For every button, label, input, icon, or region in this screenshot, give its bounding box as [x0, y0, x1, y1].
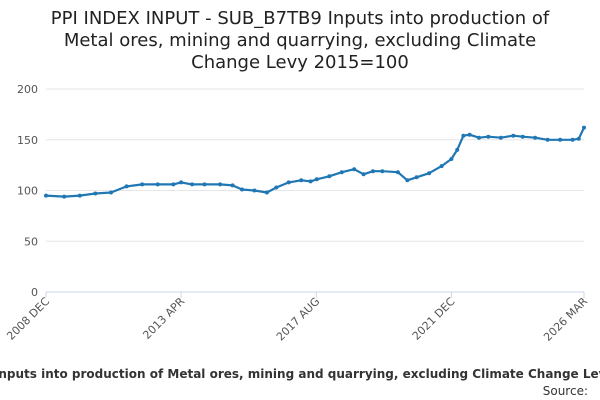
- data-point[interactable]: [140, 182, 145, 187]
- source-label: Source:: [543, 384, 588, 398]
- data-point[interactable]: [339, 170, 344, 175]
- data-point[interactable]: [314, 177, 319, 182]
- data-point[interactable]: [461, 133, 466, 138]
- data-point[interactable]: [570, 137, 575, 142]
- data-point[interactable]: [545, 137, 550, 142]
- x-tick-label-3: 2021 DEC: [410, 295, 458, 343]
- data-point[interactable]: [511, 133, 516, 138]
- data-point[interactable]: [202, 182, 207, 187]
- data-point[interactable]: [520, 134, 525, 139]
- series-group: [44, 125, 586, 199]
- data-point[interactable]: [486, 134, 491, 139]
- x-axis-ticks: 2008 DEC 2013 APR 2017 AUG 2021 DEC 2026 MAR: [4, 292, 590, 344]
- data-point[interactable]: [218, 182, 223, 187]
- data-point[interactable]: [327, 174, 332, 179]
- data-point[interactable]: [286, 180, 291, 185]
- data-point[interactable]: [449, 157, 454, 161]
- data-point[interactable]: [252, 188, 257, 193]
- data-point[interactable]: [576, 136, 581, 141]
- x-tick-label-0: 2008 DEC: [4, 295, 52, 343]
- legend-series-label[interactable]: SUB_B7TB9 Inputs into production of Meta…: [0, 367, 600, 382]
- data-point[interactable]: [308, 179, 313, 184]
- data-point[interactable]: [414, 175, 419, 180]
- data-point[interactable]: [230, 183, 235, 188]
- data-point[interactable]: [171, 182, 176, 187]
- series-line-0[interactable]: [45, 127, 585, 198]
- data-point[interactable]: [44, 193, 48, 198]
- chart-title-line-1: PPI INDEX INPUT - SUB_B7TB9 Inputs into …: [51, 8, 550, 29]
- data-point[interactable]: [361, 172, 366, 177]
- data-point[interactable]: [240, 187, 244, 192]
- y-tick-label-150: 150: [17, 134, 38, 147]
- data-point[interactable]: [77, 193, 82, 198]
- data-point[interactable]: [380, 169, 385, 174]
- data-point[interactable]: [498, 135, 503, 140]
- data-point[interactable]: [467, 132, 472, 137]
- y-tick-label-50: 50: [24, 235, 38, 248]
- data-point[interactable]: [155, 182, 160, 187]
- data-point[interactable]: [264, 190, 269, 195]
- y-tick-label-100: 100: [17, 185, 38, 198]
- y-axis-ticks: 0 50 100 150 200: [17, 83, 38, 299]
- x-tick-label-4: 2026 MAR: [541, 295, 590, 344]
- gridlines: [46, 88, 584, 293]
- data-point[interactable]: [395, 170, 400, 175]
- data-point[interactable]: [109, 190, 113, 195]
- x-tick-label-1: 2013 APR: [140, 295, 187, 342]
- data-point[interactable]: [558, 137, 563, 142]
- data-point[interactable]: [62, 194, 67, 199]
- data-point[interactable]: [93, 191, 98, 196]
- data-point[interactable]: [299, 178, 304, 183]
- y-tick-label-200: 200: [17, 83, 38, 96]
- data-point[interactable]: [352, 167, 357, 172]
- data-point[interactable]: [405, 178, 410, 183]
- data-point[interactable]: [274, 185, 279, 190]
- data-point[interactable]: [582, 125, 586, 130]
- data-point[interactable]: [533, 135, 538, 140]
- data-point[interactable]: [124, 184, 129, 189]
- chart-title-line-3: Change Levy 2015=100: [191, 52, 409, 73]
- data-point[interactable]: [179, 180, 184, 185]
- data-point[interactable]: [455, 147, 460, 152]
- chart-title-line-2: Metal ores, mining and quarrying, exclud…: [64, 30, 536, 51]
- data-point[interactable]: [439, 164, 444, 169]
- data-point[interactable]: [190, 182, 195, 187]
- data-point[interactable]: [477, 135, 481, 140]
- data-point[interactable]: [427, 171, 432, 176]
- x-tick-label-2: 2017 AUG: [274, 295, 323, 344]
- y-tick-label-0: 0: [31, 286, 38, 299]
- chart-title: PPI INDEX INPUT - SUB_B7TB9 Inputs into …: [51, 8, 550, 73]
- data-point[interactable]: [370, 169, 375, 174]
